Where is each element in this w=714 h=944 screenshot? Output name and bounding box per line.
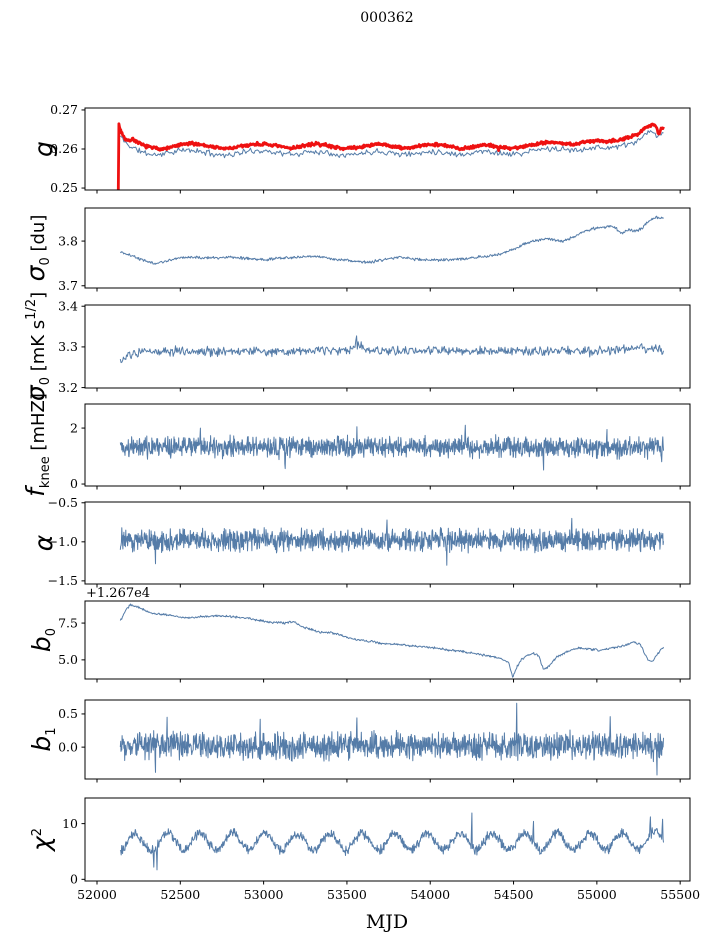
y-tick-label: 3.8 — [58, 233, 78, 248]
y-tick-label: 0.26 — [50, 141, 78, 156]
y-offset-text: +1.267e4 — [86, 586, 150, 601]
y-axis-label-sigma0_mK: σ0 [mK s1/2] — [21, 292, 53, 401]
figure-title: 000362 — [360, 10, 413, 26]
panels-group: 0.25 0.26 0.27 g 3.7 3.8 σ0 [du] 3.2 3.3 3.4 σ0 [m… — [21, 102, 700, 902]
y-tick-label: 5.0 — [58, 652, 78, 667]
y-axis-label-chi2: χ2 — [27, 828, 56, 853]
y-axis-label-sigma0_du: σ0 [du] — [21, 215, 53, 282]
y-tick-label: 10 — [62, 816, 78, 831]
panel-chi2: 52000 52500 53000 53500 54000 54500 55000 55500… — [27, 797, 700, 902]
panel-g: 0.25 0.26 0.27 g — [29, 102, 691, 195]
y-tick-label: 3.4 — [58, 298, 78, 313]
series-alpha — [119, 517, 664, 566]
y-tick-label: 0 — [70, 476, 78, 491]
panel-sigma0_mK: 3.2 3.3 3.4 σ0 [mK s1/2] — [21, 292, 691, 401]
series-sigma0-du — [119, 215, 664, 265]
x-tick-label: 54000 — [410, 887, 450, 902]
panel-frame-b1 — [84, 699, 691, 780]
x-tick-label: 55500 — [660, 887, 700, 902]
x-tick-label: 52000 — [77, 887, 117, 902]
x-tick-label: 54500 — [494, 887, 534, 902]
x-axis-title: MJD — [366, 911, 408, 933]
x-tick-label: 53000 — [244, 887, 284, 902]
y-tick-label: 3.3 — [58, 339, 78, 354]
y-tick-label: 2 — [70, 420, 78, 435]
y-axis-label-f_knee: fknee [mHZ] — [21, 393, 53, 497]
panel-f_knee: 0 2 fknee [mHZ] — [21, 393, 691, 497]
y-tick-label: 0.5 — [58, 706, 78, 721]
y-axis-label-alpha: α — [29, 534, 58, 551]
y-axis-label-b0: b0 — [27, 628, 59, 652]
panel-frame-b0 — [84, 600, 691, 680]
y-tick-label: −1.0 — [48, 534, 78, 549]
y-axis-label-b1: b1 — [27, 727, 59, 751]
series-f-knee — [119, 424, 664, 471]
panel-frame-alpha — [84, 501, 691, 585]
y-tick-label: −0.5 — [48, 495, 78, 510]
y-tick-label: 3.2 — [58, 380, 78, 395]
series-g-model-blue — [120, 130, 664, 159]
y-tick-label: 0.25 — [50, 180, 78, 195]
panel-b1: 0.0 0.5 b1 — [27, 699, 691, 783]
y-tick-label: −1.5 — [48, 573, 78, 588]
panel-frame-f_knee — [84, 403, 691, 487]
y-tick-label: 3.7 — [58, 278, 78, 293]
panel-frame-sigma0_du — [84, 207, 691, 289]
y-tick-label: 7.5 — [58, 615, 78, 630]
series-g-gain-red — [116, 122, 665, 190]
series-chi2 — [119, 812, 664, 871]
y-axis-label-g: g — [29, 141, 58, 157]
series-sigma0-mK — [119, 335, 664, 364]
x-tick-label: 55000 — [577, 887, 617, 902]
series-b1-slope — [119, 702, 664, 776]
panel-frame-chi2 — [84, 797, 691, 882]
panel-alpha: −0.5 −1.0 −1.5 α — [29, 495, 691, 588]
panel-frame-g — [84, 107, 691, 191]
series-b0-baseline — [119, 603, 664, 678]
y-tick-label: 0.27 — [50, 102, 78, 117]
panel-b0: 5.0 7.5 +1.267e4 b0 — [27, 586, 691, 683]
y-tick-label: 0.0 — [58, 739, 78, 754]
y-tick-label: 0 — [70, 872, 78, 887]
x-tick-label: 53500 — [327, 887, 367, 902]
panel-sigma0_du: 3.7 3.8 σ0 [du] — [21, 207, 691, 293]
x-tick-label: 52500 — [160, 887, 200, 902]
